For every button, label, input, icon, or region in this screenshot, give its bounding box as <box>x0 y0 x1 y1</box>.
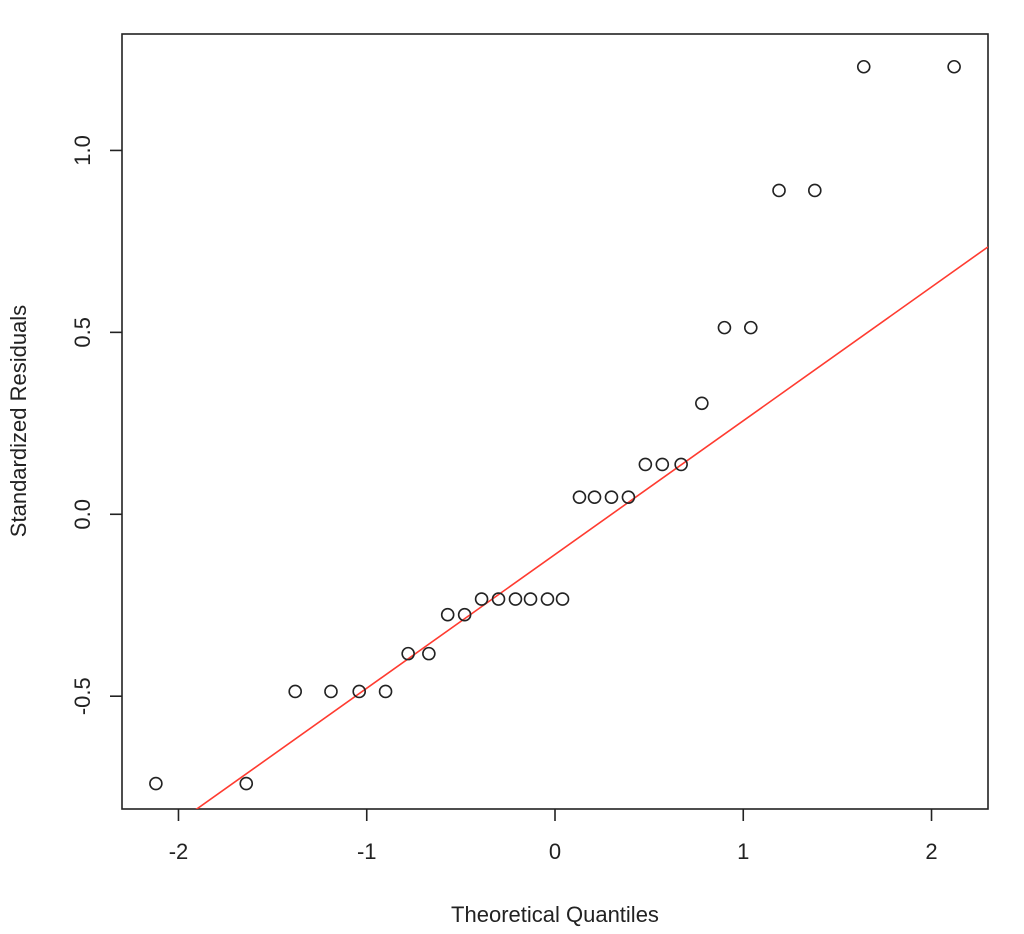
x-tick-label: 1 <box>737 839 749 864</box>
data-point <box>743 320 758 335</box>
reference-line <box>195 246 988 809</box>
data-point <box>717 320 732 335</box>
data-point <box>856 59 871 74</box>
data-point <box>239 776 254 791</box>
x-tick-label: 0 <box>549 839 561 864</box>
data-point <box>772 183 786 198</box>
data-point <box>149 776 163 791</box>
data-point <box>621 490 636 504</box>
data-point <box>587 490 602 504</box>
data-point <box>540 592 555 606</box>
data-point <box>401 646 415 661</box>
data-point <box>947 59 961 74</box>
data-point <box>288 684 303 699</box>
data-point <box>674 457 688 472</box>
y-tick-label: 0.5 <box>70 317 95 348</box>
data-point <box>523 592 538 606</box>
data-point <box>638 457 653 472</box>
plot-frame <box>121 33 989 810</box>
y-tick-label: 1.0 <box>70 135 95 166</box>
data-point <box>508 592 523 606</box>
data-point <box>457 607 472 622</box>
data-point <box>572 490 587 504</box>
data-point <box>474 592 489 606</box>
x-axis-title: Theoretical Quantiles <box>451 902 659 927</box>
x-tick-label: -2 <box>169 839 189 864</box>
data-point <box>807 183 822 198</box>
x-tick-label: -1 <box>357 839 377 864</box>
data-point <box>695 396 709 411</box>
y-tick-label: 0.0 <box>70 499 95 530</box>
y-axis-title: Standardized Residuals <box>6 305 31 537</box>
data-point <box>352 684 367 699</box>
data-point <box>655 457 670 472</box>
data-point <box>604 490 619 504</box>
data-point <box>491 592 506 606</box>
data-point <box>555 592 570 606</box>
data-point <box>324 684 338 699</box>
data-point <box>378 684 393 699</box>
y-tick-label: -0.5 <box>70 677 95 715</box>
data-point <box>422 646 436 661</box>
data-point <box>440 607 455 622</box>
x-tick-label: 2 <box>925 839 937 864</box>
